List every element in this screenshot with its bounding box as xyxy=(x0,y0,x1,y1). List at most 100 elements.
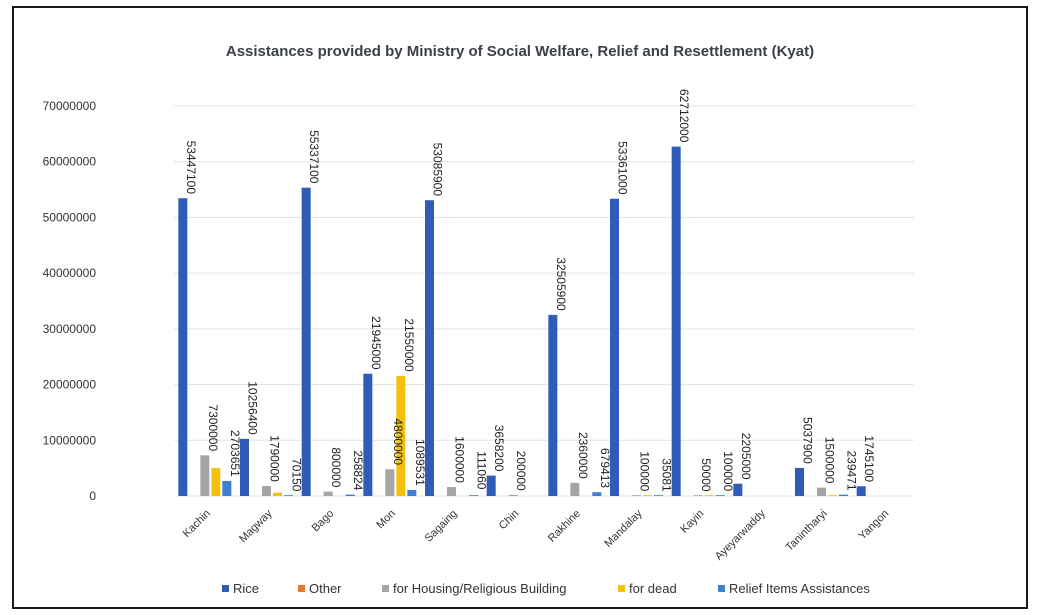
chart-title: Assistances provided by Ministry of Soci… xyxy=(226,43,814,60)
data-label: 21550000 xyxy=(402,318,416,372)
data-label: 32505900 xyxy=(554,257,568,311)
data-label: 2360000 xyxy=(576,432,590,479)
bar-tanintharyi-2 xyxy=(817,487,826,496)
bar-magway-3 xyxy=(273,492,282,496)
data-label: 100000 xyxy=(721,451,735,491)
bar-kayin-0 xyxy=(671,146,681,497)
bar-magway-0 xyxy=(240,438,249,496)
data-label: 100000 xyxy=(638,451,652,491)
data-label: 4800000 xyxy=(391,418,405,465)
data-label: 62712000 xyxy=(677,89,691,143)
bar-kachin-0 xyxy=(178,198,188,496)
legend-item: Rice xyxy=(233,581,259,596)
bar-yangon-0 xyxy=(856,486,866,496)
bar-ayeyarwaddy-0 xyxy=(733,483,743,496)
data-label: 1600000 xyxy=(453,436,467,483)
data-labels: 53447100 7300000 2703651 10256400 1790000 701… xyxy=(184,89,876,492)
x-tick-label: Kachin xyxy=(181,508,213,540)
bar-tanintharyi-0 xyxy=(795,467,804,496)
bar-kachin-4 xyxy=(222,480,232,496)
data-label: 53447100 xyxy=(184,141,198,195)
y-tick-label: 30000000 xyxy=(43,322,97,336)
bar-mon-0 xyxy=(363,373,373,496)
legend-swatch xyxy=(382,585,389,592)
legend-item: Other xyxy=(309,581,342,596)
bar-tanintharyi-4 xyxy=(839,494,848,496)
bar-magway-4 xyxy=(284,495,293,496)
data-label: 111060 xyxy=(475,451,489,490)
x-tick-label: Chin xyxy=(497,508,521,532)
bar-kayin-3 xyxy=(704,495,714,496)
legend-item: for Housing/Religious Building xyxy=(393,581,566,596)
x-tick-label: Kayin xyxy=(678,508,706,536)
y-tick-label: 10000000 xyxy=(43,433,97,447)
bar-kayin-4 xyxy=(715,495,725,496)
bar-kachin-3 xyxy=(211,468,221,496)
data-label: 679413 xyxy=(598,448,612,488)
bar-chin-2 xyxy=(508,494,518,496)
data-label: 800000 xyxy=(329,447,343,487)
data-label: 2205000 xyxy=(739,433,753,480)
bar-rakhine-2 xyxy=(570,482,580,496)
data-label: 2703651 xyxy=(228,430,242,477)
data-label: 70150 xyxy=(290,458,304,492)
data-label: 53361000 xyxy=(616,141,630,195)
data-label: 55337100 xyxy=(307,130,321,184)
x-axis-ticks: Kachin Magway Bago Mon Sagaing Chin Rakhine Man… xyxy=(181,507,892,562)
bar-series xyxy=(178,146,866,497)
x-tick-label: Rakhine xyxy=(546,508,583,545)
legend-item: for dead xyxy=(629,581,677,596)
y-tick-label: 70000000 xyxy=(43,99,97,113)
y-tick-label: 20000000 xyxy=(43,378,97,392)
x-tick-label: Bago xyxy=(310,508,337,535)
legend: Rice Other for Housing/Religious Building f… xyxy=(222,581,870,596)
bar-mandalay-4 xyxy=(654,495,663,496)
bar-sagaing-0 xyxy=(425,200,434,496)
bar-chin-0 xyxy=(486,475,496,496)
data-label: 50000 xyxy=(699,458,713,492)
legend-item: Relief Items Assistances xyxy=(729,581,870,596)
bar-rakhine-0 xyxy=(548,314,558,496)
data-label: 10256400 xyxy=(246,381,260,435)
bar-sagaing-2 xyxy=(447,487,456,496)
data-label: 7300000 xyxy=(206,404,220,451)
x-tick-label: Yangon xyxy=(857,508,892,543)
bar-magway-2 xyxy=(262,486,271,496)
data-label: 1089531 xyxy=(413,439,427,486)
x-tick-label: Ayeyarwaddy xyxy=(713,507,768,562)
legend-swatch xyxy=(222,585,229,592)
data-label: 3658200 xyxy=(492,425,506,472)
bar-mon-2 xyxy=(385,469,395,496)
data-label: 5037900 xyxy=(801,417,815,464)
bar-mandalay-0 xyxy=(610,198,619,496)
y-tick-label: 60000000 xyxy=(43,155,97,169)
bar-chart: Assistances provided by Ministry of Soci… xyxy=(43,43,914,596)
x-tick-label: Tanintharyi xyxy=(784,508,830,554)
bar-mon-4 xyxy=(407,489,417,496)
bar-bago-2 xyxy=(323,491,333,496)
bar-mandalay-3 xyxy=(643,495,652,496)
data-label: 1500000 xyxy=(823,437,837,484)
bar-rakhine-4 xyxy=(592,492,602,496)
data-label: 258824 xyxy=(351,450,365,490)
chart-frame: Assistances provided by Ministry of Soci… xyxy=(12,6,1028,609)
bar-kachin-2 xyxy=(200,455,210,496)
data-label: 1790000 xyxy=(268,435,282,482)
y-tick-label: 40000000 xyxy=(43,266,97,280)
data-label: 200000 xyxy=(514,451,528,491)
x-tick-label: Magway xyxy=(237,507,275,545)
y-tick-label: 50000000 xyxy=(43,210,97,224)
x-tick-label: Sagaing xyxy=(423,508,460,545)
y-axis-ticks: 0 10000000 20000000 30000000 40000000 5000000… xyxy=(43,99,97,503)
data-label: 35081 xyxy=(660,458,674,492)
bar-mon-3 xyxy=(396,375,406,496)
bar-kayin-2 xyxy=(693,495,703,496)
legend-swatch xyxy=(298,585,305,592)
bar-sagaing-4 xyxy=(469,495,478,496)
bar-tanintharyi-3 xyxy=(828,495,837,496)
data-label: 21945000 xyxy=(369,316,383,370)
data-label: 239471 xyxy=(845,450,859,490)
y-tick-label: 0 xyxy=(89,489,96,503)
bar-bago-4 xyxy=(345,494,355,496)
data-label: 1745100 xyxy=(862,435,876,482)
